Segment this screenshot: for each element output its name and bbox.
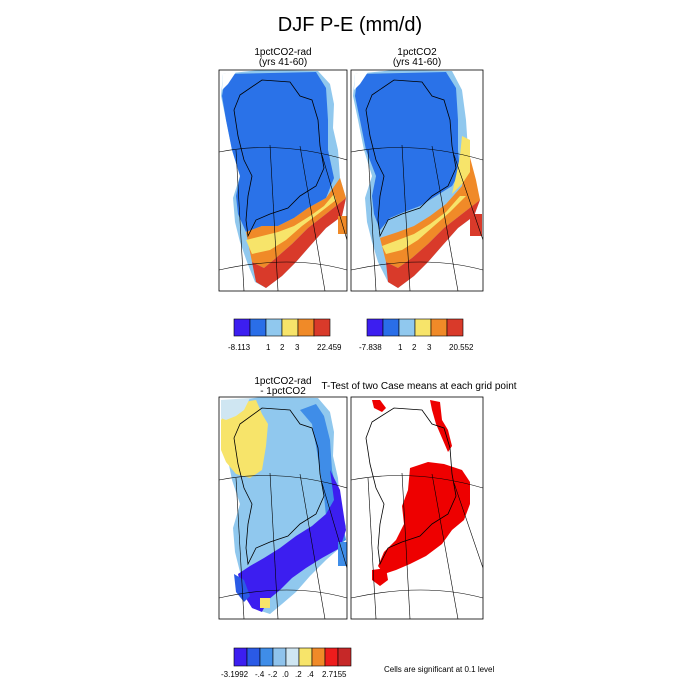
cb-label: -.2	[268, 670, 278, 679]
cb-label: .2	[295, 670, 302, 679]
cb-label: .0	[282, 670, 289, 679]
panel-frame-top-left	[218, 69, 348, 292]
map-panel-top-left	[219, 70, 347, 291]
colorbar-swatch	[297, 318, 315, 337]
cb-label: .4	[307, 670, 314, 679]
panel-title-line1: 1pctCO2-rad	[254, 376, 312, 387]
colorbar-top-left	[233, 318, 331, 337]
colorbar-swatch	[272, 647, 287, 667]
panel-title-line2: - 1pctCO2	[260, 386, 306, 397]
colorbar-swatch	[233, 647, 248, 667]
map-panel-bottom-left	[219, 397, 347, 619]
colorbar-swatch	[398, 318, 416, 337]
colorbar-swatch	[233, 318, 251, 337]
colorbar-swatch	[311, 647, 326, 667]
cb-label: -3.1992	[221, 670, 249, 679]
panel-frame-bottom-left	[218, 396, 348, 620]
colorbar-swatch	[246, 647, 261, 667]
colorbar-swatch	[366, 318, 384, 337]
cb-label: 3	[427, 343, 432, 352]
colorbar-swatch	[281, 318, 299, 337]
map-panel-bottom-right	[351, 400, 483, 619]
colorbar-swatch	[298, 647, 313, 667]
colorbar-swatch	[313, 318, 331, 337]
colorbar-swatch	[414, 318, 432, 337]
colorbar-top-right	[366, 318, 464, 337]
cb-label: 2	[412, 343, 417, 352]
colorbar-swatch	[249, 318, 267, 337]
panel-title-bottom-left: 1pctCO2-rad - 1pctCO2	[218, 377, 348, 397]
cb-label: 20.552	[449, 343, 474, 352]
significance-footnote: Cells are significant at 0.1 level	[384, 665, 495, 674]
cb-label: 2	[280, 343, 285, 352]
panel-frame-bottom-right	[350, 396, 484, 620]
panel-title-bottom-right: T-Test of two Case means at each grid po…	[321, 381, 517, 392]
colorbar-swatch	[430, 318, 448, 337]
colorbar-swatch	[382, 318, 400, 337]
colorbar-bottom	[233, 647, 352, 667]
panel-title-line2: (yrs 41-60)	[392, 57, 442, 68]
cb-label: 1	[266, 343, 271, 352]
cb-label: 22.459	[317, 343, 342, 352]
cb-label: 3	[295, 343, 300, 352]
map-panel-top-right	[351, 70, 483, 291]
cb-label: -8.113	[228, 343, 251, 352]
cb-label: 1	[398, 343, 403, 352]
colorbar-swatch	[446, 318, 464, 337]
cb-label: -7.838	[359, 343, 382, 352]
panel-title-line2: (yrs 41-60)	[258, 57, 308, 68]
colorbar-swatch	[337, 647, 352, 667]
colorbar-swatch	[265, 318, 283, 337]
panel-title-line1: 1pctCO2-rad	[254, 47, 312, 58]
panel-title-line1: 1pctCO2	[397, 47, 437, 58]
colorbar-swatch	[285, 647, 300, 667]
panel-title-top-left: 1pctCO2-rad (yrs 41-60)	[218, 48, 348, 68]
panel-frame-top-right	[350, 69, 484, 292]
colorbar-swatch	[324, 647, 339, 667]
cb-label: -.4	[255, 670, 265, 679]
panel-title-top-right: 1pctCO2 (yrs 41-60)	[352, 48, 482, 68]
colorbar-swatch	[259, 647, 274, 667]
figure-title: DJF P-E (mm/d)	[277, 14, 423, 36]
cb-label: 2.7155	[322, 670, 347, 679]
